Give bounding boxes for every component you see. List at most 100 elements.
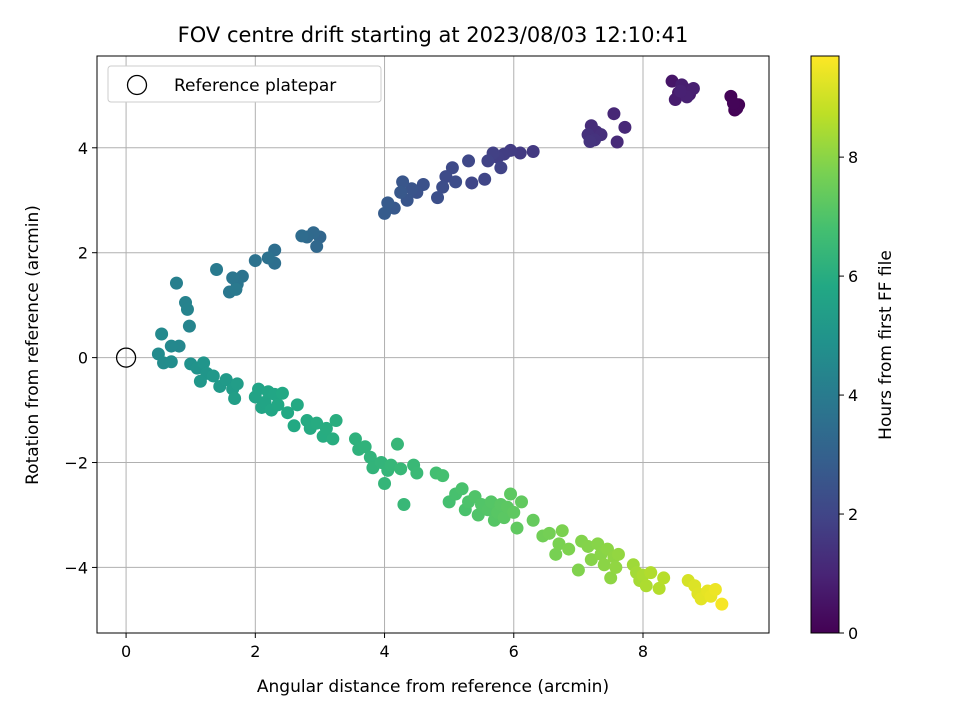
y-tick-label: 2: [78, 244, 88, 263]
data-point: [644, 566, 658, 580]
data-point: [657, 571, 671, 585]
data-point: [542, 526, 556, 540]
data-point: [526, 513, 540, 527]
data-point: [604, 571, 618, 585]
y-tick-label: 0: [78, 349, 88, 368]
x-tick-label: 2: [250, 642, 260, 661]
data-point: [363, 450, 377, 464]
data-point: [229, 282, 243, 296]
y-tick-label: −2: [64, 454, 88, 473]
data-point: [583, 135, 597, 149]
data-point: [708, 582, 722, 596]
plot-frame: [96, 55, 770, 634]
data-point: [552, 537, 566, 551]
x-tick-label: 4: [379, 642, 389, 661]
y-tick-label: 4: [78, 139, 88, 158]
colorbar-tick-label: 6: [848, 267, 858, 286]
x-tick-label: 6: [509, 642, 519, 661]
data-point: [287, 419, 301, 433]
data-point: [396, 175, 410, 189]
data-point: [271, 398, 285, 412]
data-point: [494, 161, 508, 175]
y-tick-label: −4: [64, 558, 88, 577]
data-point: [465, 176, 479, 190]
data-point: [507, 505, 521, 519]
data-point: [610, 135, 624, 149]
data-point: [378, 477, 392, 491]
data-point: [478, 172, 492, 186]
data-point: [715, 597, 729, 611]
data-point: [562, 542, 576, 556]
data-point: [481, 154, 495, 168]
data-point: [226, 271, 240, 285]
chart-title: FOV centre drift starting at 2023/08/03 …: [178, 23, 689, 47]
data-point: [462, 154, 476, 168]
colorbar-tick-label: 2: [848, 505, 858, 524]
data-point: [180, 302, 194, 316]
data-point: [155, 327, 169, 341]
data-point: [504, 487, 518, 501]
data-point: [618, 120, 632, 134]
data-point: [584, 553, 598, 567]
data-point: [197, 356, 211, 370]
data-point: [230, 377, 244, 391]
x-axis-label: Angular distance from reference (arcmin): [257, 677, 609, 697]
data-point: [310, 416, 324, 430]
data-point: [290, 398, 304, 412]
data-point: [310, 239, 324, 253]
data-point: [591, 537, 605, 551]
data-point: [471, 508, 485, 522]
data-point: [607, 107, 621, 121]
data-point: [281, 406, 295, 420]
data-point: [549, 547, 563, 561]
data-point: [206, 369, 220, 383]
data-point: [609, 560, 623, 574]
x-tick-label: 0: [121, 642, 131, 661]
colorbar: [810, 55, 840, 634]
data-point: [182, 319, 196, 333]
legend-reference-marker: [126, 74, 148, 96]
data-point: [449, 175, 463, 189]
data-point: [639, 579, 653, 593]
data-point: [397, 497, 411, 511]
data-point: [597, 558, 611, 572]
reference-platepar-marker: [115, 347, 137, 368]
y-axis-label: Rotation from reference (arcmin): [23, 205, 43, 485]
colorbar-tick-label: 0: [848, 624, 858, 643]
data-point: [652, 581, 666, 595]
data-point: [497, 511, 511, 525]
axis-ticks: 0 2 4 6 8 −4 −2 0 2 4: [64, 139, 648, 661]
data-point: [436, 469, 450, 483]
data-point: [319, 421, 333, 435]
data-point: [673, 84, 687, 98]
data-point: [348, 432, 362, 446]
data-point: [295, 229, 309, 243]
data-point: [439, 170, 453, 184]
data-point: [431, 191, 445, 205]
data-point: [219, 373, 233, 387]
colorbar-tick-label: 4: [848, 386, 858, 405]
data-point: [329, 414, 343, 428]
data-point: [210, 262, 224, 276]
data-point: [394, 462, 408, 476]
data-point: [164, 355, 178, 369]
data-point: [611, 547, 625, 561]
data-point: [358, 440, 372, 454]
data-point: [436, 180, 450, 194]
data-point: [169, 276, 183, 290]
data-point: [445, 161, 459, 175]
colorbar-tick-label: 8: [848, 148, 858, 167]
data-point: [381, 196, 395, 210]
data-point: [378, 206, 392, 220]
data-point: [275, 386, 289, 400]
data-point: [164, 339, 178, 353]
data-points: [151, 74, 746, 611]
data-point: [726, 96, 740, 110]
legend: Reference platepar: [107, 65, 382, 103]
colorbar-ticks: 0 2 4 6 8: [839, 148, 858, 643]
data-point: [555, 524, 569, 538]
legend-box: [107, 65, 382, 103]
data-point: [248, 254, 262, 268]
data-point: [390, 437, 404, 451]
